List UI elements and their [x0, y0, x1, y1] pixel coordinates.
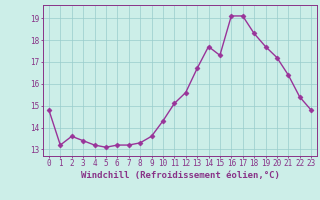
X-axis label: Windchill (Refroidissement éolien,°C): Windchill (Refroidissement éolien,°C) — [81, 171, 279, 180]
